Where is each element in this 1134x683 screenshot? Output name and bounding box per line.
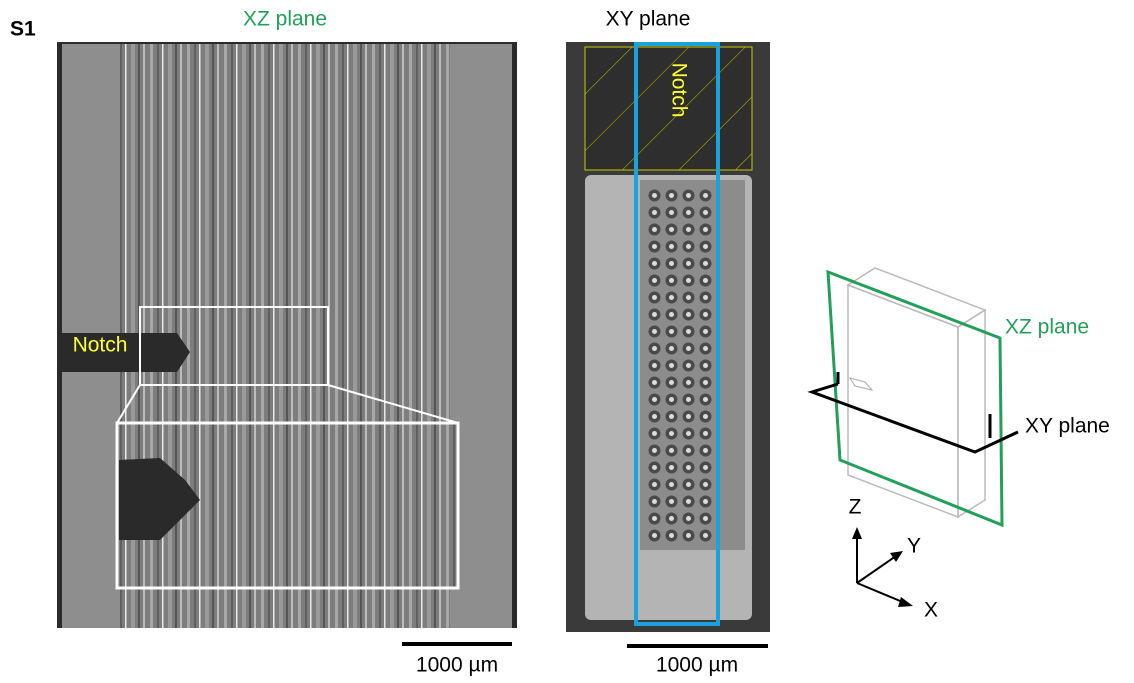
axis-label: Z (849, 496, 862, 519)
notch-label: Notch (667, 63, 690, 118)
plane-label: XY plane (1025, 415, 1110, 438)
view-title: XZ plane (243, 8, 327, 31)
plane-label: XZ plane (1005, 316, 1089, 339)
xy-image (566, 42, 770, 632)
scale-bar-label: 1000 µm (656, 654, 738, 677)
figure: S1 XZ plane Notch 1000 µm XY plane Notch… (0, 0, 1134, 683)
axis-label: X (924, 599, 938, 622)
notch-label: Notch (73, 334, 128, 357)
view-title: XY plane (606, 8, 691, 31)
panel-label: S1 (10, 18, 36, 41)
axis-label: Y (907, 535, 921, 558)
scale-bar-label: 1000 µm (416, 654, 498, 677)
